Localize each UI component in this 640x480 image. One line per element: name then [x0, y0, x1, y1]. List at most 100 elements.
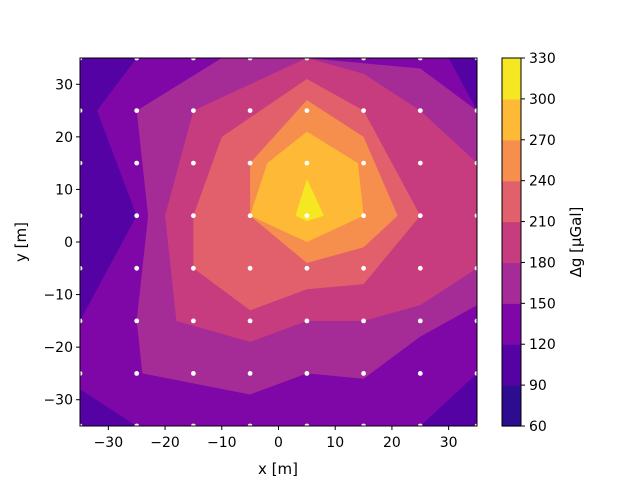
y-axis-label: y [m]	[12, 222, 30, 262]
station-point	[474, 58, 477, 61]
station-point	[304, 423, 310, 426]
colorbar-tick-label: 300	[529, 92, 556, 108]
station-point	[247, 318, 253, 324]
colorbar-segment	[502, 344, 521, 386]
station-point	[80, 318, 83, 324]
station-point	[304, 58, 310, 61]
station-point	[474, 265, 477, 271]
y-tick-label: −30	[43, 393, 73, 409]
station-point	[134, 213, 140, 219]
colorbar-segment	[502, 58, 521, 100]
station-point	[191, 265, 196, 271]
colorbar-segment	[502, 98, 521, 141]
x-tick-label: 20	[383, 435, 401, 451]
colorbar-segment	[502, 303, 521, 345]
station-point	[361, 108, 366, 113]
station-point	[134, 108, 140, 113]
station-point	[361, 318, 366, 324]
y-tick-label: 20	[55, 130, 73, 146]
station-point	[247, 371, 253, 376]
station-point	[417, 160, 423, 166]
contour-region-300	[295, 178, 324, 221]
x-tick-label: −30	[94, 435, 124, 451]
station-point	[191, 58, 196, 61]
colorbar-tick-label: 270	[529, 133, 556, 149]
station-point	[247, 423, 253, 426]
y-tick-label: −10	[43, 288, 73, 304]
station-point	[417, 213, 423, 219]
colorbar: 60 90 120 150 180 210 240 270 300 330	[502, 51, 556, 435]
station-point	[134, 265, 140, 271]
station-point	[80, 160, 83, 166]
y-tick-label: 0	[64, 235, 73, 251]
colorbar-tick-label: 210	[529, 215, 556, 231]
station-point	[134, 318, 140, 324]
plot-area	[79, 57, 478, 427]
contour-regions	[80, 58, 477, 426]
station-point	[134, 423, 140, 426]
y-tick-label: −20	[43, 340, 73, 356]
colorbar-frame	[501, 57, 522, 427]
colorbar-tick-label: 330	[529, 51, 556, 67]
colorbar-segment	[502, 139, 521, 182]
y-tick-label: 10	[55, 182, 73, 198]
station-point	[474, 423, 477, 426]
station-point	[474, 160, 477, 166]
station-point	[247, 108, 253, 113]
colorbar-segment	[502, 180, 521, 223]
station-point	[417, 58, 423, 61]
station-point	[80, 213, 83, 219]
station-point	[474, 108, 477, 113]
station-point	[304, 265, 310, 271]
station-point	[191, 371, 196, 376]
station-point	[361, 423, 366, 426]
station-point	[474, 213, 477, 219]
colorbar-tick-label: 180	[529, 255, 556, 271]
station-point	[361, 160, 366, 166]
colorbar-tick-label: 150	[529, 296, 556, 312]
station-point	[80, 58, 83, 61]
station-point	[247, 58, 253, 61]
station-point	[134, 371, 140, 376]
x-axis: −30 −20 −10 0 10 20 30	[94, 426, 458, 451]
station-point	[417, 265, 423, 271]
colorbar-segment	[502, 221, 521, 264]
colorbar-tick-label: 240	[529, 174, 556, 190]
station-point	[80, 265, 83, 271]
colorbar-label: Δg [µGal]	[567, 207, 585, 278]
station-point	[134, 160, 140, 166]
station-point	[417, 423, 423, 426]
station-point	[417, 318, 423, 324]
station-point	[304, 213, 310, 219]
station-point	[80, 423, 83, 426]
x-tick-label: 10	[326, 435, 344, 451]
y-tick-label: 30	[55, 77, 73, 93]
station-point	[417, 371, 423, 376]
colorbar-tick-label: 90	[529, 378, 547, 394]
x-tick-label: 30	[440, 435, 458, 451]
station-point	[191, 108, 196, 113]
colorbar-tick-label: 60	[529, 419, 547, 435]
station-points	[80, 58, 477, 426]
station-point	[474, 318, 477, 324]
station-point	[191, 160, 196, 166]
station-point	[191, 318, 196, 324]
station-point	[191, 423, 196, 426]
y-axis: −30 −20 −10 0 10 20 30	[43, 77, 80, 409]
station-point	[304, 371, 310, 376]
station-point	[361, 371, 366, 376]
station-point	[134, 58, 140, 61]
station-point	[304, 160, 310, 166]
station-point	[361, 265, 366, 271]
station-point	[247, 265, 253, 271]
x-tick-label: −20	[150, 435, 180, 451]
station-point	[361, 58, 366, 61]
x-tick-label: 0	[274, 435, 283, 451]
colorbar-segment	[502, 262, 521, 304]
x-tick-label: −10	[207, 435, 237, 451]
station-point	[361, 213, 366, 219]
station-point	[247, 160, 253, 166]
station-point	[247, 213, 253, 219]
colorbar-segment	[502, 385, 521, 427]
